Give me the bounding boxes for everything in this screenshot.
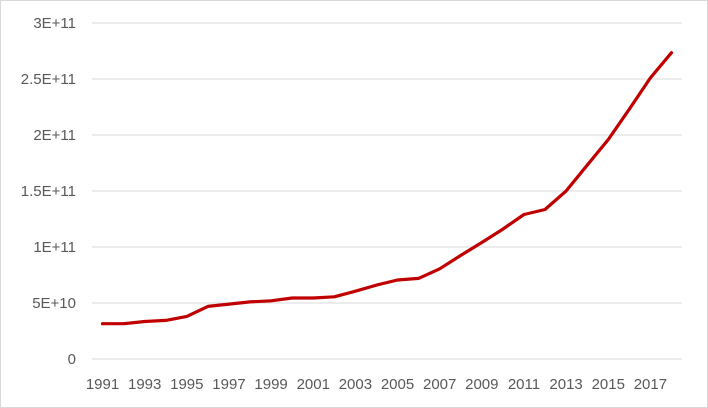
y-tick-label: 5E+10 [32,295,76,312]
x-tick-label: 2009 [465,376,498,393]
x-tick-label: 1995 [170,376,203,393]
x-tick-label: 2007 [423,376,456,393]
y-tick-label: 2.5E+11 [21,71,76,88]
x-tick-label: 1997 [212,376,245,393]
x-tick-label: 2015 [592,376,625,393]
x-tick-label: 2013 [549,376,582,393]
y-tick-label: 0 [68,351,76,368]
x-tick-label: 2005 [381,376,414,393]
x-tick-label: 2017 [634,376,667,393]
x-tick-label: 2011 [508,376,540,393]
gridlines [92,22,682,304]
x-tick-label: 2001 [297,376,330,393]
series-line [100,51,674,326]
y-tick-label: 3E+11 [33,15,76,32]
x-tick-label: 1999 [254,376,287,393]
y-tick-label: 1.5E+11 [21,183,76,200]
y-tick-label: 2E+11 [33,127,76,144]
x-tick-label: 1991 [86,376,119,393]
x-tick-label: 2003 [339,376,372,393]
x-tick-label: 1993 [128,376,161,393]
series-group [100,51,674,326]
y-axis-tick-labels: 0 5E+10 1E+11 1.5E+11 2E+11 2.5E+11 3E+11 [21,15,76,368]
y-tick-label: 1E+11 [33,239,76,256]
x-axis-tick-labels: 1991 1993 1995 1997 1999 2001 2003 2005 2007 2009… [86,376,667,393]
